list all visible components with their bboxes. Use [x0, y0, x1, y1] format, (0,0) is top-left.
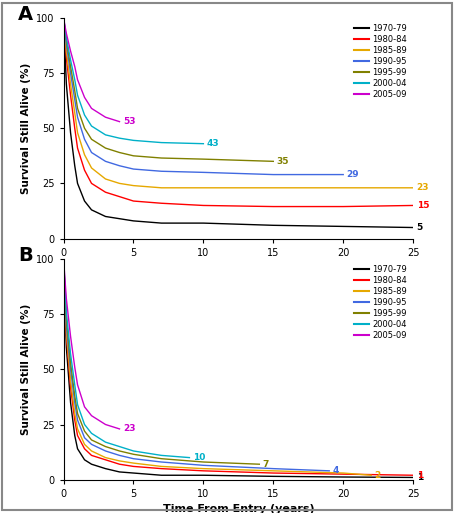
Text: A: A [18, 5, 33, 24]
Text: 15: 15 [417, 201, 429, 210]
Text: 23: 23 [123, 424, 135, 433]
Y-axis label: Survival Still Alive (%): Survival Still Alive (%) [20, 304, 30, 435]
Text: 53: 53 [123, 117, 135, 126]
Text: B: B [18, 246, 33, 265]
Text: 1: 1 [417, 471, 423, 480]
X-axis label: Time From Entry (years): Time From Entry (years) [163, 504, 314, 513]
Text: 4: 4 [333, 466, 339, 476]
Legend: 1970-79, 1980-84, 1985-89, 1990-95, 1995-99, 2000-04, 2005-09: 1970-79, 1980-84, 1985-89, 1990-95, 1995… [353, 263, 409, 342]
Text: 1: 1 [417, 473, 423, 482]
X-axis label: Time From Entry (years): Time From Entry (years) [163, 263, 314, 273]
Text: 7: 7 [263, 460, 269, 469]
Text: 35: 35 [277, 157, 289, 166]
Text: 23: 23 [417, 183, 429, 192]
Y-axis label: Survival Still Alive (%): Survival Still Alive (%) [20, 63, 30, 194]
Text: 10: 10 [193, 453, 205, 462]
Text: 29: 29 [347, 170, 360, 179]
Text: 5: 5 [417, 223, 423, 232]
Text: 2: 2 [375, 471, 381, 480]
Legend: 1970-79, 1980-84, 1985-89, 1990-95, 1995-99, 2000-04, 2005-09: 1970-79, 1980-84, 1985-89, 1990-95, 1995… [353, 22, 409, 101]
Text: 43: 43 [207, 139, 220, 148]
